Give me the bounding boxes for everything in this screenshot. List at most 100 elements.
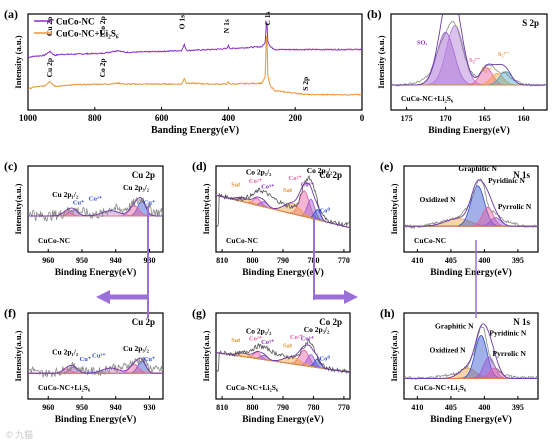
panel-title: Co 2p bbox=[319, 317, 342, 327]
arrow-head bbox=[344, 290, 358, 304]
peak-label: Pyridinic N bbox=[488, 176, 525, 185]
peak-label: Co²⁺ bbox=[290, 334, 304, 341]
panel-title: Cu 2p bbox=[132, 317, 155, 327]
panel-title: Cu 2p bbox=[132, 170, 155, 180]
panel-label: (b) bbox=[367, 7, 382, 21]
peak-label: Oxidized N bbox=[430, 346, 467, 355]
peak-label: Pyrrolic N bbox=[498, 202, 532, 211]
peak-label: Co³⁺ bbox=[261, 339, 275, 346]
x-tick-label: 400 bbox=[478, 403, 490, 412]
panel-title: N 1s bbox=[513, 170, 530, 180]
peak-annotation: C 1s bbox=[263, 11, 272, 25]
y-axis-label: Intensity(a.u.) bbox=[389, 330, 399, 381]
y-axis-label: Intensity(a.u.) bbox=[389, 183, 399, 234]
panel-title: Co 2p bbox=[319, 170, 342, 180]
x-tick-label: 170 bbox=[440, 114, 452, 123]
x-tick-label: 600 bbox=[155, 113, 169, 123]
peak-label: S₅²⁻ bbox=[498, 51, 510, 58]
x-tick-label: 160 bbox=[518, 114, 530, 123]
x-tick-label: 780 bbox=[307, 403, 319, 412]
x-tick-label: 395 bbox=[512, 256, 524, 265]
x-tick-label: 175 bbox=[401, 114, 413, 123]
x-tick-label: 1000 bbox=[19, 113, 38, 123]
series-line bbox=[28, 21, 362, 59]
x-tick-label: 770 bbox=[338, 403, 350, 412]
sample-label: CuCo-NC+Li₂S₆ bbox=[401, 94, 454, 103]
sample-label: CuCo-NC+Li₂S₆ bbox=[226, 383, 279, 392]
x-axis-label: Binding Energy(eV) bbox=[242, 267, 324, 278]
connector-arrows bbox=[96, 206, 477, 318]
panel-label: (a) bbox=[4, 7, 18, 21]
peak-label: Co 2p₁/₂ bbox=[246, 168, 272, 177]
peak-label: Sat bbox=[283, 342, 293, 349]
x-tick-label: 0 bbox=[360, 113, 365, 123]
fit-envelope bbox=[404, 323, 538, 379]
peak-label: Sat bbox=[231, 182, 241, 189]
x-tick-label: 960 bbox=[42, 256, 54, 265]
x-tick-label: 405 bbox=[445, 403, 457, 412]
peak-label: Co 2p₃/₂ bbox=[304, 325, 330, 334]
legend-label: CuCo-NC bbox=[56, 17, 95, 27]
peak-label: Cu 2p₁/₂ bbox=[52, 347, 79, 356]
peak-label: Co²⁺ bbox=[289, 175, 303, 182]
peak-annotation: Co 2p bbox=[98, 16, 107, 35]
plot-area bbox=[28, 356, 163, 378]
peak-annotation: Cu 2p bbox=[45, 58, 54, 77]
peak-label: S₄²⁻ bbox=[481, 67, 493, 74]
plot-area bbox=[28, 196, 163, 222]
panel-a: (a) 1000 800 600 400 200 0 Banding Energy(eV) In… bbox=[4, 7, 365, 136]
fit-envelope bbox=[216, 344, 350, 373]
peak-label: Co³⁺ bbox=[301, 182, 315, 189]
peak-label: Cu⁺ bbox=[73, 200, 85, 207]
raw-spectrum bbox=[391, 21, 547, 87]
peak-label: Co⁰ bbox=[319, 354, 330, 362]
x-axis-label: Banding Energy(eV) bbox=[151, 125, 239, 136]
x-tick-label: 770 bbox=[338, 256, 350, 265]
peak-label: Graphitic N bbox=[458, 164, 497, 173]
y-axis-label: Intensity(a.u.) bbox=[201, 330, 211, 381]
plot-area bbox=[404, 178, 538, 230]
y-axis-label: Intensity(a.u.) bbox=[13, 183, 23, 234]
legend-label: CuCo-NC+Li₂S₆ bbox=[56, 29, 119, 39]
peak-label: Sat bbox=[231, 337, 241, 344]
x-tick-label: 405 bbox=[445, 256, 457, 265]
fit-envelope bbox=[391, 14, 547, 86]
y-axis-label: Intensity (a.u.) bbox=[376, 35, 386, 88]
x-tick-label: 790 bbox=[277, 403, 289, 412]
peak-annotation: Co 2p bbox=[98, 58, 107, 77]
panel-title: S 2p bbox=[522, 18, 539, 28]
x-tick-label: 800 bbox=[247, 403, 259, 412]
x-tick-label: 410 bbox=[411, 256, 423, 265]
plot-area bbox=[216, 175, 350, 229]
plot-frame bbox=[27, 13, 363, 111]
raw-spectrum bbox=[216, 175, 350, 228]
y-axis-label: Intensity(a.u.) bbox=[13, 330, 23, 381]
peak-label: Pyrrolic N bbox=[492, 349, 526, 358]
fit-envelope bbox=[404, 179, 538, 227]
fit-component bbox=[391, 25, 547, 86]
sample-label: CuCo-NC bbox=[226, 236, 258, 245]
x-tick-label: 810 bbox=[216, 403, 228, 412]
peak-label: Pyridinic N bbox=[489, 328, 526, 337]
x-tick-label: 800 bbox=[247, 256, 259, 265]
x-tick-label: 960 bbox=[42, 403, 54, 412]
peak-label: Co 2p₁/₂ bbox=[246, 327, 272, 336]
plot-frame bbox=[27, 165, 164, 253]
plot-frame bbox=[27, 312, 164, 400]
peak-label: S₃²⁻ bbox=[469, 57, 481, 64]
x-tick-label: 950 bbox=[76, 256, 88, 265]
peak-label: Sat bbox=[283, 187, 293, 194]
peak-label: Co³⁺ bbox=[261, 183, 275, 190]
panel-title: N 1s bbox=[513, 317, 530, 327]
panel-f: (f) Cu 2p 960 950 940 930 Binding Energy(eV) In… bbox=[4, 306, 164, 425]
peak-label: Cu⁺ bbox=[144, 356, 156, 363]
plot-area bbox=[216, 338, 350, 374]
x-tick-label: 410 bbox=[411, 403, 423, 412]
plot-frame bbox=[403, 165, 539, 253]
panel-b: (b) S 2p 175 170 165 160 Binding Energy(eV) Int… bbox=[367, 7, 548, 136]
sample-label: CuCo-NC+Li₂S₆ bbox=[38, 383, 91, 392]
peak-label: Oxidized N bbox=[419, 195, 456, 204]
